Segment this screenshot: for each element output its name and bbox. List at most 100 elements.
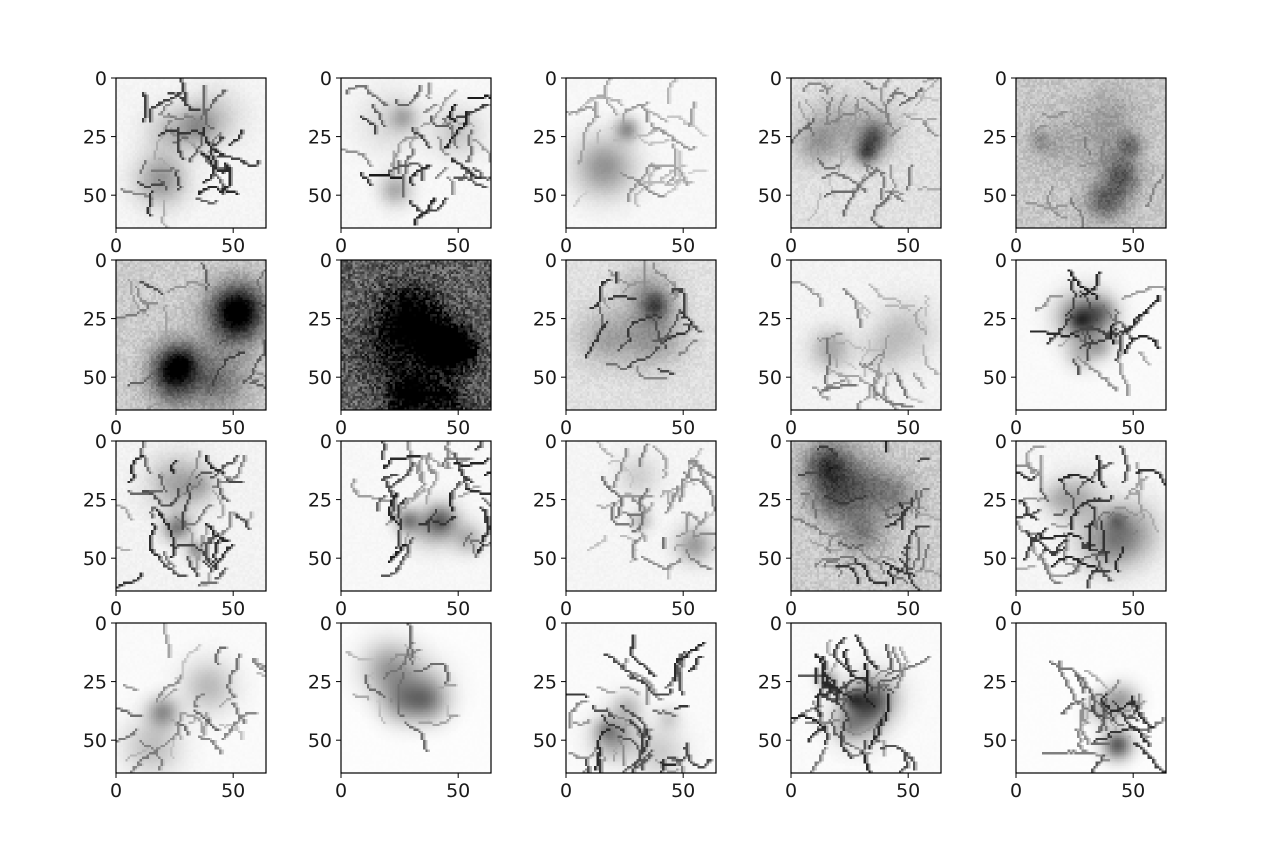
y-tick-label: 50 [758, 730, 782, 752]
y-tick-label: 50 [308, 730, 332, 752]
axes-frame [565, 259, 717, 411]
subplot-image [341, 623, 491, 773]
x-tick-label: 50 [1121, 235, 1145, 257]
y-tick-label: 25 [308, 127, 332, 149]
y-tick-label: 25 [308, 309, 332, 331]
y-tick-label: 0 [770, 431, 782, 453]
subplot-image [341, 78, 491, 228]
x-tick-label: 0 [560, 780, 572, 802]
y-tick-label: 50 [758, 548, 782, 570]
axes-frame [790, 259, 942, 411]
y-tick-label: 0 [545, 613, 557, 635]
y-tick-label: 50 [983, 730, 1007, 752]
subplot-grid: 0 25 50 0 50 0 25 50 0 50 0 25 50 0 50 0 25 50 0 50 0 25 50 0 50… [83, 68, 1167, 802]
subplot-r3-c4: 0 25 50 0 50 [983, 613, 1167, 802]
y-tick-label: 50 [983, 185, 1007, 207]
x-tick-label: 0 [110, 598, 122, 620]
x-tick-label: 50 [671, 417, 695, 439]
subplot-r2-c2: 0 25 50 0 50 [533, 431, 717, 620]
y-tick-label: 0 [770, 613, 782, 635]
y-tick-label: 25 [983, 490, 1007, 512]
y-tick-label: 50 [758, 185, 782, 207]
axes-frame [340, 259, 492, 411]
y-tick-label: 0 [320, 250, 332, 272]
y-tick-label: 0 [995, 613, 1007, 635]
x-tick-label: 50 [1121, 417, 1145, 439]
y-tick-label: 0 [995, 68, 1007, 90]
x-tick-label: 50 [446, 235, 470, 257]
x-tick-label: 0 [560, 598, 572, 620]
subplot-r2-c1: 0 25 50 0 50 [308, 431, 492, 620]
y-tick-label: 25 [533, 490, 557, 512]
subplot-image [1016, 441, 1166, 591]
x-tick-label: 0 [335, 780, 347, 802]
subplot-r2-c0: 0 25 50 0 50 [83, 431, 267, 620]
axes-frame [790, 622, 942, 774]
axes-frame [790, 77, 942, 229]
y-tick-label: 0 [95, 613, 107, 635]
subplot-image [1016, 623, 1166, 773]
x-tick-label: 50 [446, 780, 470, 802]
y-tick-label: 50 [83, 548, 107, 570]
axes-frame [565, 440, 717, 592]
x-tick-label: 50 [221, 780, 245, 802]
y-tick-label: 25 [83, 309, 107, 331]
x-tick-label: 0 [335, 417, 347, 439]
subplot-image [566, 441, 716, 591]
x-tick-label: 0 [1010, 598, 1022, 620]
x-tick-label: 50 [221, 598, 245, 620]
subplot-r3-c3: 0 25 50 0 50 [758, 613, 942, 802]
subplot-image [1016, 260, 1166, 410]
axes-frame [115, 622, 267, 774]
y-tick-label: 25 [533, 672, 557, 694]
y-tick-label: 25 [83, 127, 107, 149]
y-tick-label: 50 [758, 367, 782, 389]
subplot-image [791, 623, 941, 773]
y-tick-label: 50 [83, 185, 107, 207]
y-tick-label: 50 [83, 367, 107, 389]
y-tick-label: 25 [758, 490, 782, 512]
x-tick-label: 0 [1010, 235, 1022, 257]
y-tick-label: 0 [95, 68, 107, 90]
y-tick-label: 50 [983, 367, 1007, 389]
x-tick-label: 50 [896, 598, 920, 620]
x-tick-label: 0 [785, 598, 797, 620]
x-tick-label: 0 [335, 235, 347, 257]
axes-frame [340, 77, 492, 229]
subplot-r0-c4: 0 25 50 0 50 [983, 68, 1167, 257]
x-tick-label: 0 [335, 598, 347, 620]
x-tick-label: 0 [560, 417, 572, 439]
subplot-image [341, 441, 491, 591]
subplot-image [116, 441, 266, 591]
x-tick-label: 50 [671, 780, 695, 802]
subplot-r1-c2: 0 25 50 0 50 [533, 250, 717, 439]
subplot-r0-c0: 0 25 50 0 50 [83, 68, 267, 257]
y-tick-label: 50 [308, 367, 332, 389]
y-tick-label: 50 [533, 548, 557, 570]
y-tick-label: 0 [545, 250, 557, 272]
y-tick-label: 25 [758, 127, 782, 149]
y-tick-label: 25 [983, 672, 1007, 694]
y-tick-label: 25 [983, 309, 1007, 331]
y-tick-label: 0 [95, 431, 107, 453]
subplot-r3-c0: 0 25 50 0 50 [83, 613, 267, 802]
axes-frame [115, 440, 267, 592]
axes-frame [340, 440, 492, 592]
subplot-image [1016, 78, 1166, 228]
axes-frame [1015, 622, 1167, 774]
subplot-r0-c2: 0 25 50 0 50 [533, 68, 717, 257]
axes-frame [340, 622, 492, 774]
subplot-r3-c2: 0 25 50 0 50 [533, 613, 717, 802]
x-tick-label: 0 [785, 235, 797, 257]
x-tick-label: 50 [896, 235, 920, 257]
x-tick-label: 0 [785, 417, 797, 439]
y-tick-label: 0 [320, 613, 332, 635]
subplot-image [566, 260, 716, 410]
y-tick-label: 25 [758, 672, 782, 694]
x-tick-label: 0 [1010, 780, 1022, 802]
y-tick-label: 0 [320, 431, 332, 453]
y-tick-label: 50 [533, 367, 557, 389]
axes-frame [115, 259, 267, 411]
y-tick-label: 0 [320, 68, 332, 90]
